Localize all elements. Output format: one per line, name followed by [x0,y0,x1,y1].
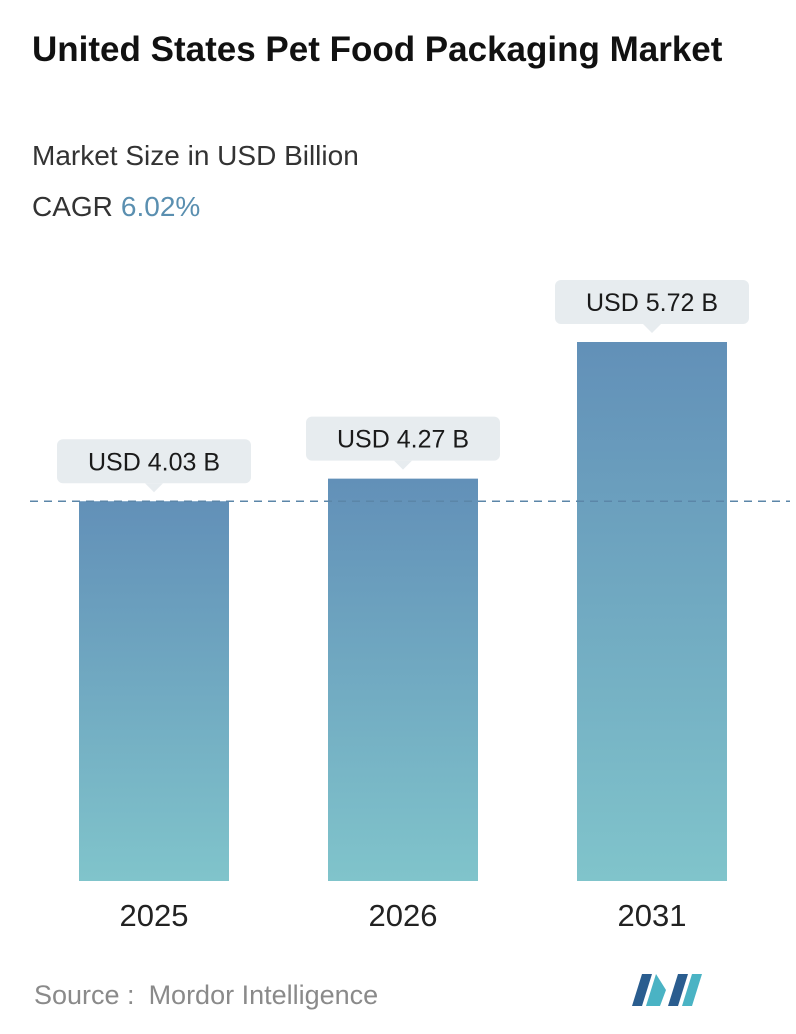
source-line: Source : Mordor Intelligence [34,980,378,1011]
chart-title: United States Pet Food Packaging Market [32,30,723,69]
bar-2026 [328,478,478,881]
data-label-2025: USD 4.03 B [57,439,251,493]
data-label-text: USD 4.27 B [337,426,469,454]
mordor-intelligence-logo [632,974,702,1006]
bar-2025 [79,501,229,881]
bar-chart: USD 4.03 B USD 4.27 B USD 5.72 B 2025 2026 2… [30,280,790,933]
source-value: Mordor Intelligence [148,980,379,1010]
data-label-2026: USD 4.27 B [306,416,500,470]
x-tick-2025: 2025 [120,898,189,933]
data-label-text: USD 5.72 B [586,289,718,317]
cagr-line: CAGR 6.02% [32,191,200,223]
x-tick-2031: 2031 [618,898,687,933]
data-label-2031: USD 5.72 B [555,280,749,333]
chart-subtitle: Market Size in USD Billion [32,140,359,171]
cagr-label: CAGR [32,191,113,222]
bar-2031 [577,342,727,881]
source-label: Source : [34,980,135,1010]
x-tick-2026: 2026 [369,898,438,933]
cagr-value: 6.02% [120,191,201,222]
data-label-text: USD 4.03 B [88,448,220,476]
